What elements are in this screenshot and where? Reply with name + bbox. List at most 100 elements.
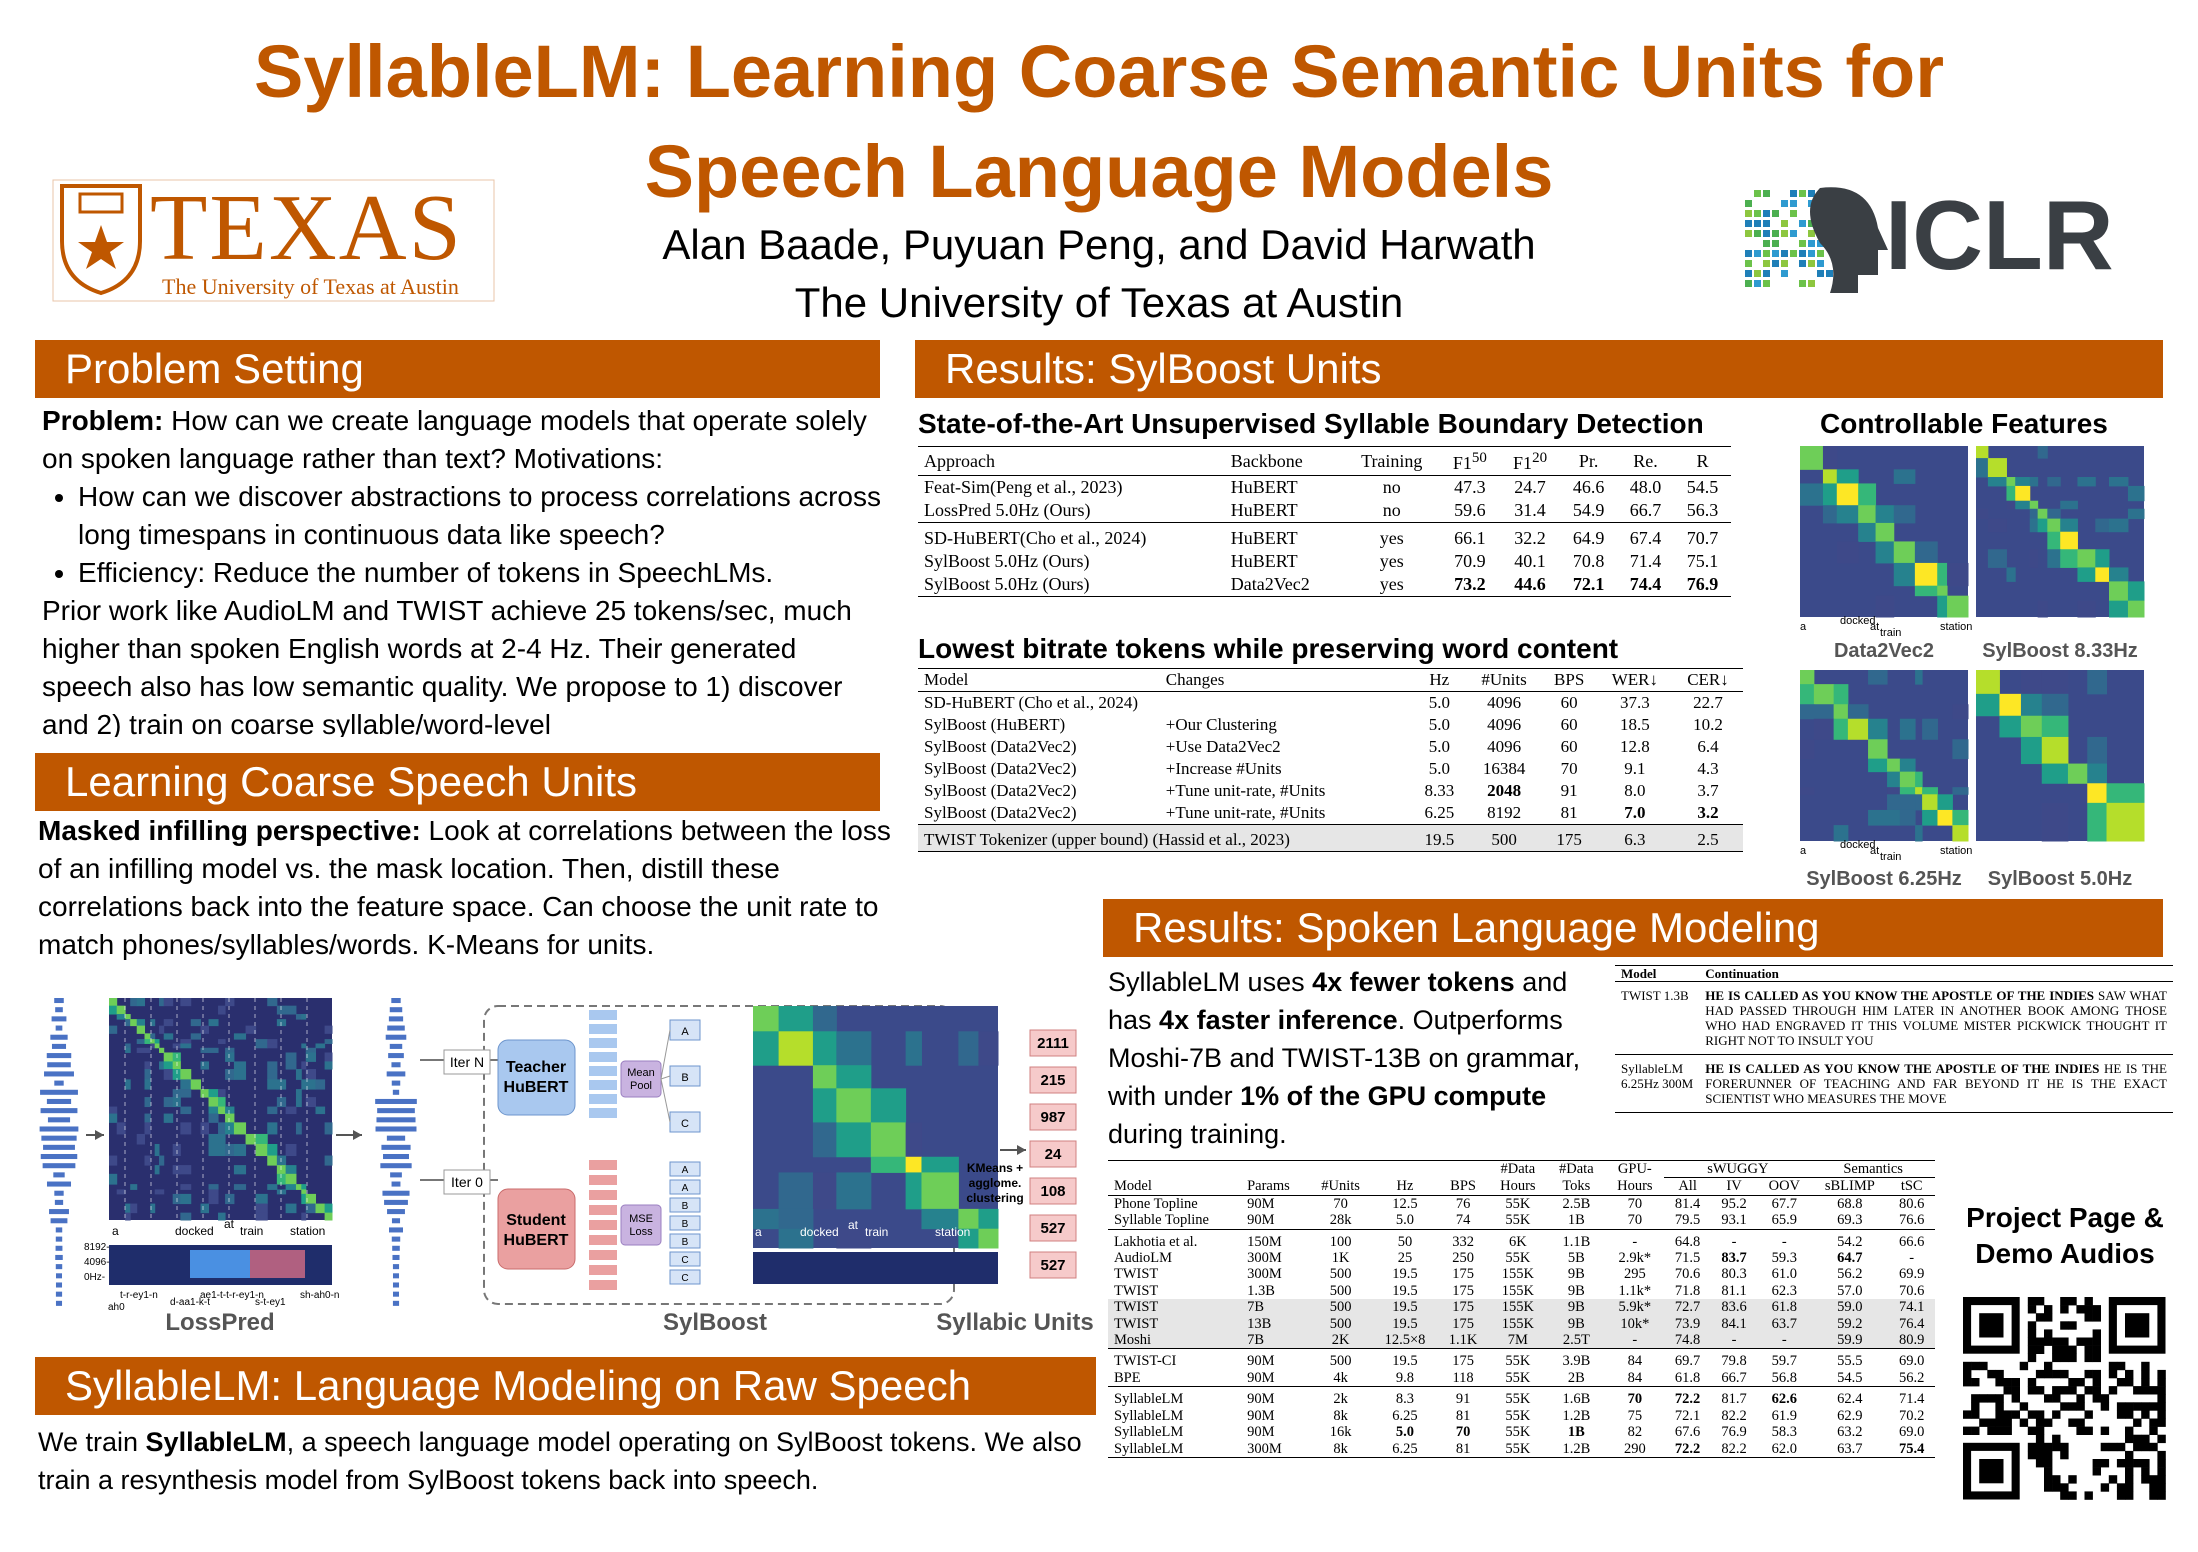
waveform-bar (51, 1043, 67, 1049)
unit-box (669, 1233, 701, 1249)
project-link[interactable]: Project Page & Demo Audios (1966, 1202, 2164, 1269)
header-cell (1372, 1159, 1438, 1178)
logo-pixel (1808, 260, 1815, 267)
unit-letter: A (681, 1026, 689, 1038)
table-cell: 90M (1247, 1212, 1275, 1229)
heatmap-cell (1836, 541, 1859, 564)
qr-module (2084, 1426, 2093, 1435)
qr-module (2044, 1361, 2053, 1371)
heatmap-cell (1887, 809, 1901, 826)
text-run: Masked infilling perspective: (38, 815, 421, 846)
heatmap-cell (2020, 693, 2043, 717)
title: SyllableLM: Learning Coarse Semantic Uni… (0, 22, 2198, 222)
header-cell: Model (1108, 1177, 1242, 1196)
qr-module (2149, 1386, 2158, 1395)
heatmap-cell (1899, 787, 1916, 795)
qr-module (2068, 1353, 2077, 1363)
table-cell: 59.6 (1454, 500, 1486, 520)
waveform-bar (55, 1007, 63, 1013)
table-row: Feat-Sim(Peng et al., 2023) HuBERT no 47.3 2… (918, 476, 1731, 500)
heatmap-cell (315, 1079, 326, 1090)
waveform-bar (392, 1245, 400, 1251)
heatmap-cell (836, 1031, 872, 1066)
heatmap-cell (200, 1203, 210, 1214)
waveform-bar (40, 1108, 78, 1114)
qr-module (2116, 1410, 2126, 1419)
waveform-bar (386, 1071, 406, 1077)
heatmap-cell (921, 1208, 959, 1230)
qr-module (2092, 1353, 2101, 1363)
table-cell: 19.5 (1392, 1282, 1418, 1299)
heatmap-cell (109, 1106, 118, 1115)
heatmap-cell (1937, 794, 1953, 811)
table-cell: 6.4 (1697, 737, 1719, 756)
qr-module (2076, 1337, 2085, 1346)
logo-pixel (1790, 190, 1797, 197)
heatmap-caption: SylBoost 5.0Hz (1988, 868, 2132, 890)
heatmap-cell (180, 1122, 192, 1135)
qr-module (2157, 1386, 2166, 1395)
qr-module (2060, 1337, 2069, 1346)
heatmap-cell (208, 1143, 219, 1157)
paragraph: Problem: How can we create language mode… (42, 402, 882, 478)
phone-label: d-aa1-k-t (170, 1297, 210, 1308)
qr-finder (2125, 1313, 2150, 1338)
waveform-bar (389, 1043, 403, 1049)
heatmap-cell (150, 1019, 156, 1027)
heatmap-cell (225, 1047, 235, 1053)
heatmap-cell (190, 1033, 201, 1040)
feature-cell (589, 1038, 617, 1048)
table-cell: 22.7 (1693, 693, 1723, 712)
heatmap-cell (1800, 684, 1815, 705)
table-cell: 2B (1567, 1369, 1585, 1386)
heatmap-cell (324, 1155, 333, 1166)
qr-module (2116, 1491, 2126, 1500)
text-run: Problem: (42, 405, 164, 436)
qr-module (2060, 1386, 2069, 1395)
heatmap-cell (1952, 704, 1969, 720)
heatmap-cell (2106, 783, 2145, 804)
heatmap-cell (163, 1061, 174, 1070)
qr-module (2027, 1297, 2037, 1306)
table-cell: 55K (1505, 1369, 1531, 1386)
heatmap-cell (1868, 758, 1888, 773)
qr-module (2035, 1450, 2045, 1460)
table-cell: 55K (1488, 1440, 1548, 1458)
heatmap-cell (1976, 670, 2000, 695)
word-label: at (1870, 845, 1879, 857)
table-cell: 4096 (1487, 715, 1522, 734)
unit-token: 24 (1045, 1146, 1062, 1163)
heatmap-cell (267, 1122, 278, 1135)
loss-box (620, 1204, 662, 1246)
table-row: Lakhotia et al. 150M 100 50 332 6K 1.1B -64.8- -… (1108, 1228, 1935, 1251)
qr-module (2027, 1329, 2037, 1338)
qr-module (1995, 1369, 2004, 1379)
table-cell: 40.1 (1514, 551, 1546, 571)
table-cell: 55K (1505, 1195, 1531, 1212)
seal-star (78, 225, 124, 269)
heatmap-cell (159, 1025, 165, 1034)
heatmap-cell (144, 1061, 151, 1070)
logo-pixel (1790, 200, 1797, 207)
qr-module (2044, 1475, 2053, 1484)
continuation-wrap: Model Continuation TWIST 1.3B HE IS CALLED … (1615, 965, 2173, 1113)
logo-pixel (1790, 210, 1797, 217)
table-cell: 70 (1605, 1386, 1665, 1408)
unit-letter: B (682, 1201, 689, 1212)
qr-module (2092, 1345, 2101, 1354)
header-text: F1 (1452, 453, 1472, 473)
waveform-bar (55, 1291, 63, 1297)
heatmap-cell (208, 1019, 219, 1027)
qr-module (2100, 1402, 2110, 1411)
qr-module (2125, 1467, 2134, 1476)
table-cell: 82 (1627, 1424, 1643, 1441)
table-cell: 90M (1241, 1386, 1310, 1408)
heatmap-cell (233, 1033, 247, 1040)
qr-module (2125, 1459, 2134, 1468)
heatmap-cell (2029, 508, 2039, 520)
unit-box (669, 1269, 701, 1285)
table-cell: 62.9 (1837, 1407, 1863, 1424)
table-cell: 500 (1329, 1315, 1352, 1332)
waveform-bar (392, 1254, 400, 1260)
qr-module (2092, 1394, 2101, 1403)
